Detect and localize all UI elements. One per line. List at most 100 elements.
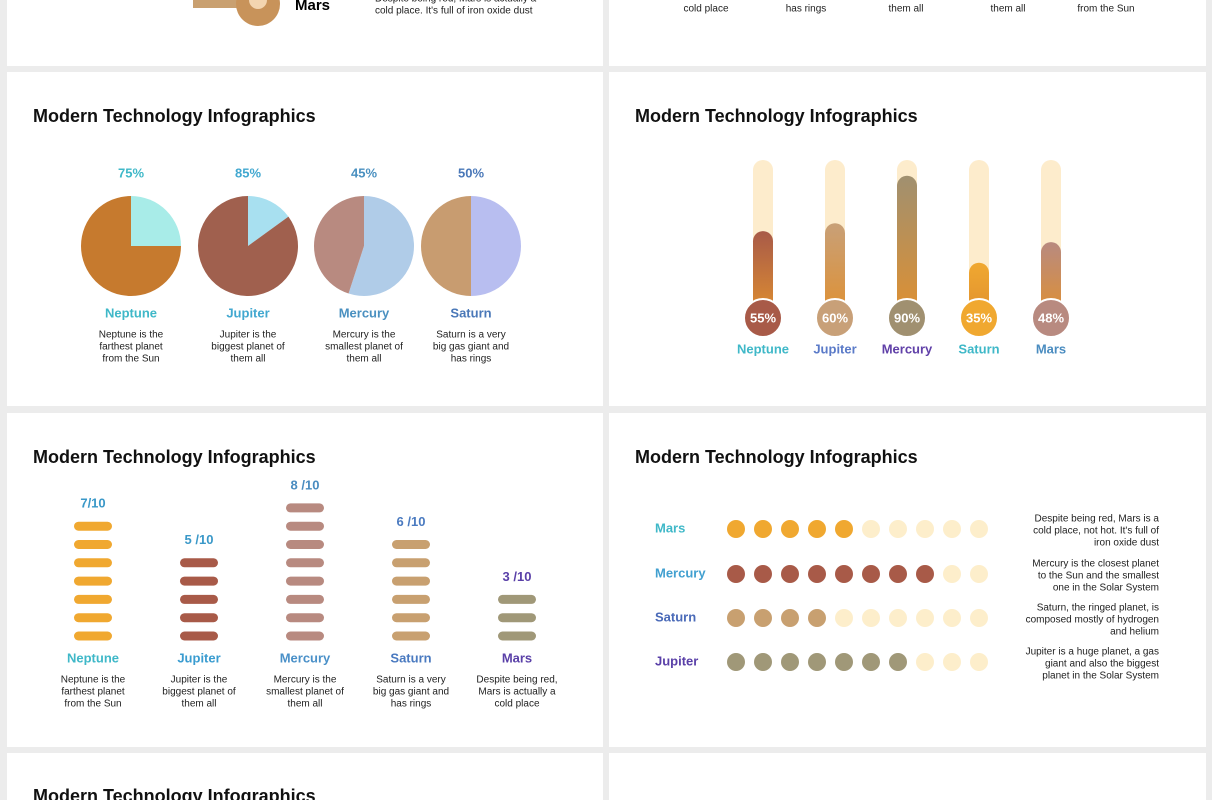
- bulb: [1031, 298, 1071, 338]
- pill: [498, 594, 536, 604]
- dot: [835, 520, 853, 538]
- pill: [180, 576, 218, 586]
- description: Mars is actually a: [478, 687, 556, 698]
- description: smallest planet of: [266, 687, 344, 698]
- avatar-face: [249, 0, 267, 9]
- item-name: Neptune: [105, 305, 157, 320]
- description: and helium: [1110, 627, 1159, 638]
- panel: [609, 413, 1206, 747]
- empty-dot: [943, 520, 961, 538]
- pill: [74, 613, 112, 623]
- description: from the Sun: [102, 354, 159, 365]
- pie-rest: [131, 196, 181, 246]
- dot: [754, 609, 772, 627]
- dot: [727, 653, 745, 671]
- empty-dot: [970, 565, 988, 583]
- dot: [781, 565, 799, 583]
- pie-wedge: [80, 196, 181, 296]
- value-label: 7/10: [80, 496, 105, 511]
- pill: [286, 540, 324, 549]
- caption: has rings: [786, 4, 827, 15]
- empty-dot: [916, 609, 934, 627]
- pill: [286, 576, 324, 586]
- description: smallest planet of: [325, 342, 403, 353]
- value-label: 6 /10: [397, 514, 426, 529]
- description: has rings: [391, 699, 432, 710]
- value-label: 85%: [235, 165, 261, 180]
- value-label: 35%: [966, 310, 992, 325]
- pie-wedge: [313, 196, 364, 294]
- description: to the Sun and the smallest: [1038, 571, 1159, 582]
- tube-fill: [753, 231, 773, 318]
- pie-rest: [348, 196, 414, 296]
- pill: [392, 540, 430, 549]
- dot: [727, 565, 745, 583]
- dot: [916, 565, 934, 583]
- caption: from the Sun: [1077, 4, 1134, 15]
- pill: [74, 576, 112, 586]
- description: farthest planet: [61, 687, 125, 698]
- dot: [808, 653, 826, 671]
- description: them all: [230, 354, 265, 365]
- dot: [808, 565, 826, 583]
- panel: [7, 0, 603, 66]
- dot: [808, 609, 826, 627]
- description: Jupiter is a huge planet, a gas: [1026, 647, 1159, 658]
- empty-dot: [970, 653, 988, 671]
- item-name: Jupiter: [226, 305, 269, 320]
- pie-rest: [471, 196, 521, 296]
- item-name: Mars: [502, 650, 532, 665]
- empty-dot: [889, 609, 907, 627]
- item-name: Mars: [655, 520, 685, 535]
- description: Jupiter is the: [220, 330, 277, 341]
- pill: [392, 558, 430, 568]
- pie-rest: [248, 196, 289, 246]
- bulb: [815, 298, 855, 338]
- item-name: Mercury: [280, 650, 331, 665]
- pill: [498, 613, 536, 623]
- pill: [180, 613, 218, 623]
- description: them all: [287, 699, 322, 710]
- empty-dot: [916, 520, 934, 538]
- pill: [180, 558, 218, 568]
- value-label: 75%: [118, 165, 144, 180]
- empty-dot: [970, 609, 988, 627]
- value-label: 55%: [750, 310, 776, 325]
- bulb: [959, 298, 999, 338]
- description: Mercury is the closest planet: [1032, 559, 1159, 570]
- value-label: 50%: [458, 165, 484, 180]
- panel: [7, 753, 603, 800]
- pill: [74, 594, 112, 604]
- item-name: Saturn: [958, 341, 999, 356]
- description: Saturn is a very: [376, 675, 445, 686]
- title: Modern Technology Infographics: [33, 106, 316, 126]
- description: Saturn, the ringed planet, is: [1037, 603, 1159, 614]
- empty-dot: [970, 520, 988, 538]
- value-label: 5 /10: [185, 532, 214, 547]
- description: Despite being red, Mars is a: [1034, 514, 1159, 525]
- bar-shape: [193, 0, 240, 8]
- pill: [392, 631, 430, 641]
- pill: [74, 521, 112, 531]
- pill: [286, 558, 324, 568]
- description: them all: [181, 699, 216, 710]
- pill: [286, 521, 324, 531]
- dot: [754, 565, 772, 583]
- pill: [286, 631, 324, 641]
- title: Modern Technology Infographics: [33, 786, 316, 800]
- description: Mercury is the: [274, 675, 337, 686]
- item-name: Neptune: [737, 341, 789, 356]
- item-name: Mars: [1036, 341, 1066, 356]
- dot: [835, 565, 853, 583]
- description: cold place, not hot. It's full of: [1033, 526, 1159, 537]
- bulb: [887, 298, 927, 338]
- pill: [74, 540, 112, 549]
- tube-fill: [825, 223, 845, 318]
- dot: [808, 520, 826, 538]
- bulb: [743, 298, 783, 338]
- title: Modern Technology Infographics: [635, 447, 918, 467]
- description: Neptune is the: [61, 675, 126, 686]
- description: biggest planet of: [162, 687, 236, 698]
- avatar: [236, 0, 280, 26]
- pill: [498, 631, 536, 641]
